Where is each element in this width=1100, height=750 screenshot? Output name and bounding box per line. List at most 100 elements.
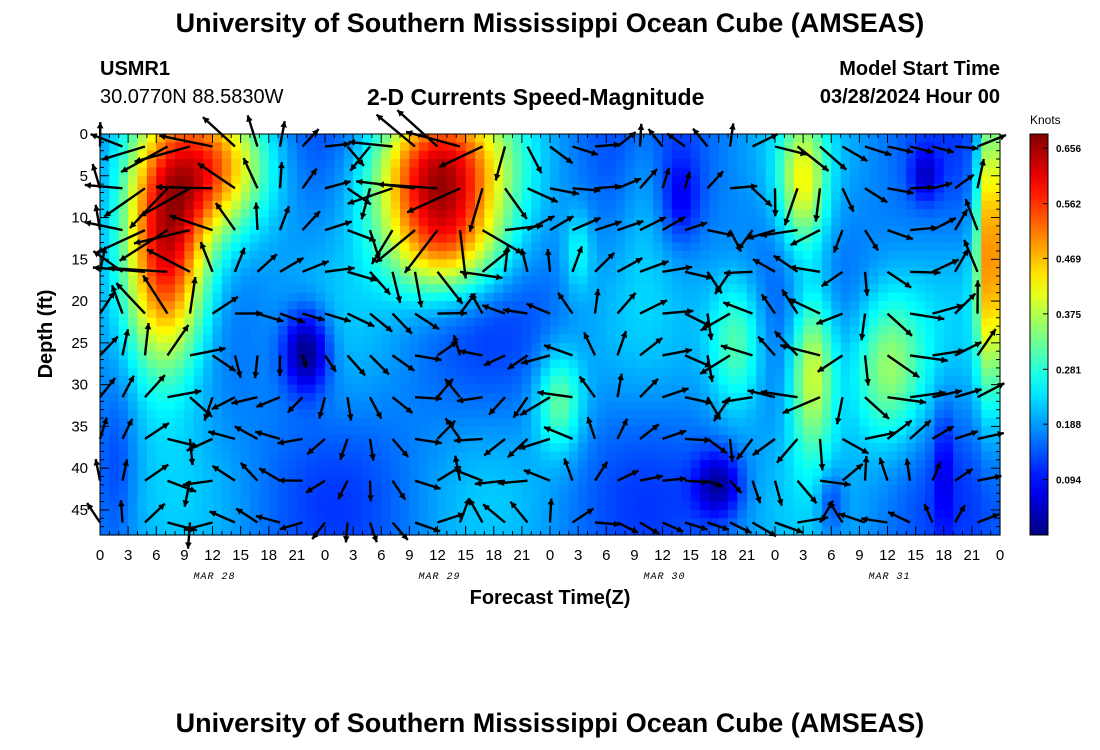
heatmap-cell (221, 292, 232, 302)
heatmap-cell (803, 175, 814, 185)
heatmap-cell (193, 326, 204, 336)
heatmap-cell (550, 234, 560, 244)
heatmap-cell (203, 250, 214, 260)
heatmap-cell (962, 434, 973, 444)
heatmap-cell (212, 150, 223, 160)
heatmap-cell (325, 250, 335, 260)
heatmap-cell (859, 484, 870, 494)
current-vector-arrow (368, 438, 376, 461)
heatmap-cell (568, 526, 579, 536)
heatmap-cell (100, 192, 110, 202)
heatmap-cell (128, 284, 139, 294)
heatmap-cell (512, 376, 523, 386)
current-vector-arrow (886, 270, 912, 289)
heatmap-cell (671, 259, 682, 269)
heatmap-cell (231, 184, 242, 194)
heatmap-cell (531, 242, 542, 252)
heatmap-cell (728, 309, 739, 319)
heatmap-cell (775, 351, 785, 361)
heatmap-cell (437, 493, 448, 503)
heatmap-cell (128, 392, 139, 402)
heatmap-cell (550, 518, 560, 528)
heatmap-cell (203, 384, 214, 394)
heatmap-cell (887, 359, 898, 369)
heatmap-cell (784, 317, 795, 327)
heatmap-cell (465, 451, 476, 461)
heatmap-cell (128, 518, 139, 528)
heatmap-cell (540, 167, 551, 177)
heatmap-cell (934, 392, 945, 402)
heatmap-cell (568, 359, 579, 369)
heatmap-cell (175, 476, 185, 486)
heatmap-cell (840, 225, 851, 235)
current-vector-arrow (121, 418, 134, 440)
heatmap-cell (118, 292, 129, 302)
heatmap-cell (971, 409, 982, 419)
heatmap-cell (850, 484, 860, 494)
heatmap-cell (596, 392, 607, 402)
heatmap-cell (765, 175, 776, 185)
heatmap-cell (803, 234, 814, 244)
heatmap-cell (390, 509, 401, 519)
heatmap-cell (887, 376, 898, 386)
current-vector-arrow (863, 355, 871, 386)
heatmap-cell (793, 334, 804, 344)
heatmap-cell (728, 317, 739, 327)
heatmap-cell (784, 267, 795, 277)
heatmap-cell (259, 443, 270, 453)
heatmap-cell (578, 351, 589, 361)
heatmap-cell (793, 434, 804, 444)
heatmap-cell (362, 284, 373, 294)
heatmap-cell (981, 418, 992, 427)
heatmap-cell (212, 184, 223, 194)
current-vector-arrow (684, 521, 708, 531)
heatmap-cell (981, 301, 992, 311)
heatmap-cell (709, 200, 720, 210)
heatmap-cell (821, 468, 832, 478)
heatmap-cell (156, 493, 167, 503)
heatmap-cell (878, 443, 889, 453)
heatmap-cell (409, 200, 420, 210)
heatmap-cell (681, 468, 692, 478)
heatmap-cell (887, 259, 898, 269)
heatmap-cell (250, 526, 260, 536)
current-vector-arrow (841, 462, 864, 482)
heatmap-cell (662, 418, 673, 427)
heatmap-cell (925, 443, 935, 453)
heatmap-cell (981, 443, 992, 453)
heatmap-cell (859, 250, 870, 260)
heatmap-cell (718, 451, 729, 461)
heatmap-cell (606, 476, 617, 486)
heatmap-cell (146, 184, 157, 194)
heatmap-cell (662, 459, 673, 469)
heatmap-cell (953, 501, 964, 511)
heatmap-cell (137, 401, 148, 411)
heatmap-cell (456, 418, 467, 427)
heatmap-cell (887, 326, 898, 336)
page-title: University of Southern Mississippi Ocean… (175, 8, 925, 38)
heatmap-cell (212, 242, 223, 252)
heatmap-cell (812, 418, 823, 427)
current-vector-arrow (468, 187, 484, 232)
heatmap-cell (793, 342, 804, 352)
heatmap-cell (821, 526, 832, 536)
heatmap-cell (840, 259, 851, 269)
heatmap-cell (831, 434, 842, 444)
heatmap-cell (437, 184, 448, 194)
heatmap-cell (296, 342, 307, 352)
heatmap-cell (962, 401, 973, 411)
heatmap-cell (137, 434, 148, 444)
heatmap-cell (606, 401, 617, 411)
heatmap-cell (906, 150, 917, 160)
heatmap-cell (465, 526, 476, 536)
heatmap-cell (925, 484, 935, 494)
heatmap-cell (259, 301, 270, 311)
heatmap-cell (718, 309, 729, 319)
heatmap-cell (962, 209, 973, 219)
heatmap-cell (643, 192, 654, 202)
heatmap-cell (512, 267, 523, 277)
heatmap-cell (531, 418, 542, 427)
heatmap-cell (221, 443, 232, 453)
heatmap-cell (596, 159, 607, 169)
heatmap-cell (775, 259, 785, 269)
